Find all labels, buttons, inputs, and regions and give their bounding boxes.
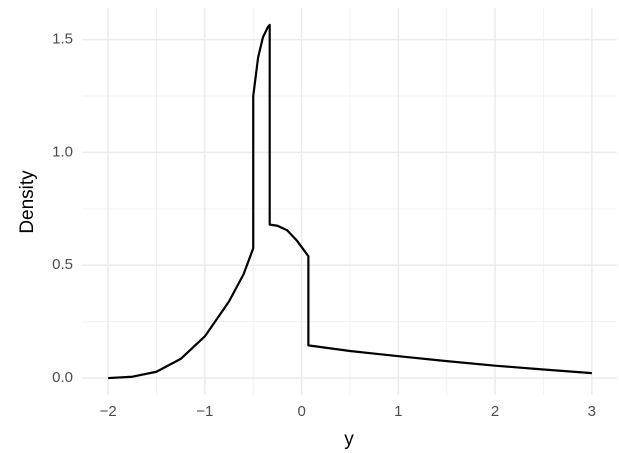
density-line — [108, 23, 592, 380]
x-tick-label: 1 — [394, 403, 402, 420]
y-tick-label: 0.5 — [52, 256, 73, 273]
x-tick-label: 0 — [297, 403, 305, 420]
y-tick-label: 1.5 — [52, 31, 73, 48]
x-axis-title: y — [344, 429, 354, 450]
x-tick-label: 3 — [588, 403, 596, 420]
y-tick-label: 1.0 — [52, 143, 73, 160]
y-tick-label: 0.0 — [52, 369, 73, 386]
x-tick-label: −2 — [100, 403, 117, 420]
x-tick-label: 2 — [491, 403, 499, 420]
x-tick-label: −1 — [196, 403, 213, 420]
y-axis-title: Density — [17, 170, 38, 234]
